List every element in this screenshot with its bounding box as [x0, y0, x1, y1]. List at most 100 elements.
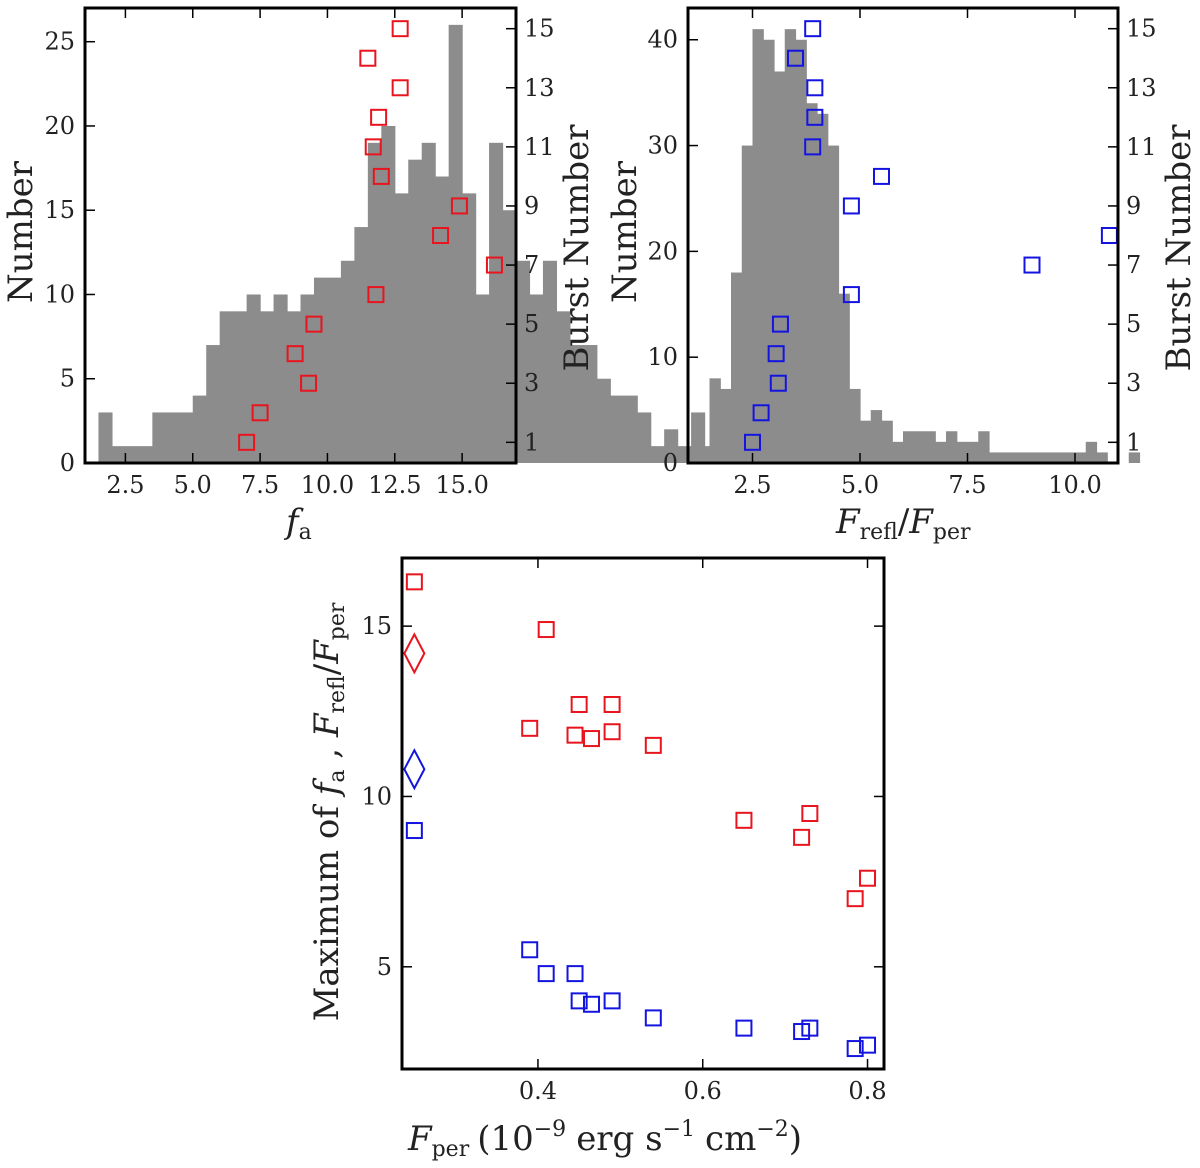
hist-bar	[881, 420, 893, 463]
square-marker	[405, 573, 423, 591]
burst-point-marker	[300, 374, 318, 392]
y2-tick-label: 3	[524, 369, 539, 397]
y-tick-label: 25	[44, 28, 75, 56]
hist-bar	[192, 395, 207, 463]
hist-bar	[989, 452, 1001, 463]
y-tick-label: 10	[361, 782, 392, 810]
burst-point-marker	[370, 108, 388, 126]
hist-bar	[300, 294, 315, 463]
burst-point-marker	[806, 79, 824, 97]
square-marker	[583, 995, 601, 1013]
square-marker	[570, 695, 588, 713]
hist-bar	[935, 441, 947, 463]
hist-bar	[111, 446, 127, 463]
x-tick-label: 0.6	[684, 1077, 722, 1105]
diamond-marker	[403, 632, 426, 675]
hist-bar	[1096, 452, 1108, 463]
y-tick-label: 5	[377, 953, 392, 981]
y2-tick-label: 15	[524, 15, 555, 43]
hist-bar	[849, 388, 861, 463]
panel-b-frame	[686, 6, 1120, 465]
hist-bar	[502, 210, 517, 463]
y-tick-label: 30	[647, 132, 678, 160]
x-tick-label: 5.0	[174, 471, 212, 499]
y2-tick-label: 1	[524, 428, 539, 456]
hist-bar	[752, 29, 764, 464]
hist-bar	[946, 431, 958, 463]
hist-bar	[610, 395, 625, 463]
square-marker	[859, 869, 877, 887]
hist-bar	[98, 412, 113, 463]
burst-point-marker	[806, 108, 824, 126]
y-tick-label: 20	[44, 112, 75, 140]
x-tick-label: 10.0	[301, 471, 354, 499]
square-marker	[846, 1040, 864, 1058]
burst-point-marker	[1023, 256, 1041, 274]
burst-point-marker	[391, 20, 409, 38]
hist-bar	[677, 446, 692, 463]
hist-bar	[956, 441, 969, 463]
hist-bar	[489, 142, 504, 463]
hist-bar	[233, 311, 248, 463]
square-marker	[537, 965, 555, 983]
hist-bar	[287, 311, 302, 463]
y2-tick-label: 1	[1126, 428, 1141, 456]
square-marker	[846, 890, 864, 908]
hist-bar	[741, 145, 754, 463]
hist-bar	[664, 429, 679, 463]
y2-tick-label: 11	[524, 133, 555, 161]
x-tick-label: 7.5	[241, 471, 279, 499]
hist-bar	[763, 39, 775, 463]
hist-bar	[720, 388, 732, 463]
burst-point-marker	[238, 433, 256, 451]
hist-bar	[475, 294, 490, 463]
hist-bar	[709, 378, 721, 463]
square-marker	[801, 1019, 819, 1037]
y-tick-label: 20	[647, 237, 678, 265]
square-marker	[735, 1019, 753, 1037]
y-tick-label: 0	[663, 449, 678, 477]
hist-bar	[870, 410, 883, 463]
y2-tick-label: 5	[1126, 310, 1141, 338]
y2-tick-label: 13	[1126, 74, 1157, 102]
hist-bar	[924, 431, 936, 463]
burst-point-marker	[391, 79, 409, 97]
hist-bar	[435, 176, 450, 463]
hist-bar	[448, 24, 463, 463]
hist-bar	[903, 431, 915, 463]
hist-bar	[1053, 452, 1065, 463]
panel-b-xlabel: Frefl/Fper	[835, 502, 971, 545]
hist-bar	[313, 277, 329, 463]
y-tick-label: 0	[60, 449, 75, 477]
hist-bar	[206, 345, 221, 463]
square-marker	[583, 730, 601, 748]
hist-bar	[774, 71, 786, 463]
hist-bar	[1064, 452, 1076, 463]
hist-bar	[340, 260, 355, 463]
square-marker	[603, 992, 621, 1010]
panel-c-scatter-max-vs-fper: 0.4 0.6 0.8 5 10 15 Maximum of fa , Frefl/Fpe…	[307, 556, 887, 1162]
burst-point-marker	[367, 286, 385, 304]
y2-tick-label: 15	[1126, 15, 1157, 43]
hist-bar	[784, 29, 797, 464]
burst-point-marker	[804, 138, 822, 156]
hist-bar	[542, 260, 558, 463]
x-tick-label: 12.5	[368, 471, 421, 499]
hist-bar	[1021, 452, 1033, 463]
burst-point-marker	[769, 374, 787, 392]
panel-c-ylabel: Maximum of fa , Frefl/Fper	[307, 602, 350, 1021]
hist-bar	[817, 113, 829, 463]
hist-bar	[691, 412, 706, 463]
panel-b-y2label: Burst Number	[1159, 124, 1199, 372]
hist-bar	[650, 446, 665, 463]
y2-tick-label: 7	[524, 251, 539, 279]
burst-point-marker	[771, 315, 789, 333]
burst-point-marker	[842, 197, 860, 215]
panel-c-frame	[400, 556, 886, 1071]
burst-point-marker	[450, 197, 468, 215]
hist-bar	[967, 441, 979, 463]
burst-point-marker	[305, 315, 323, 333]
burst-point-marker	[286, 345, 304, 363]
